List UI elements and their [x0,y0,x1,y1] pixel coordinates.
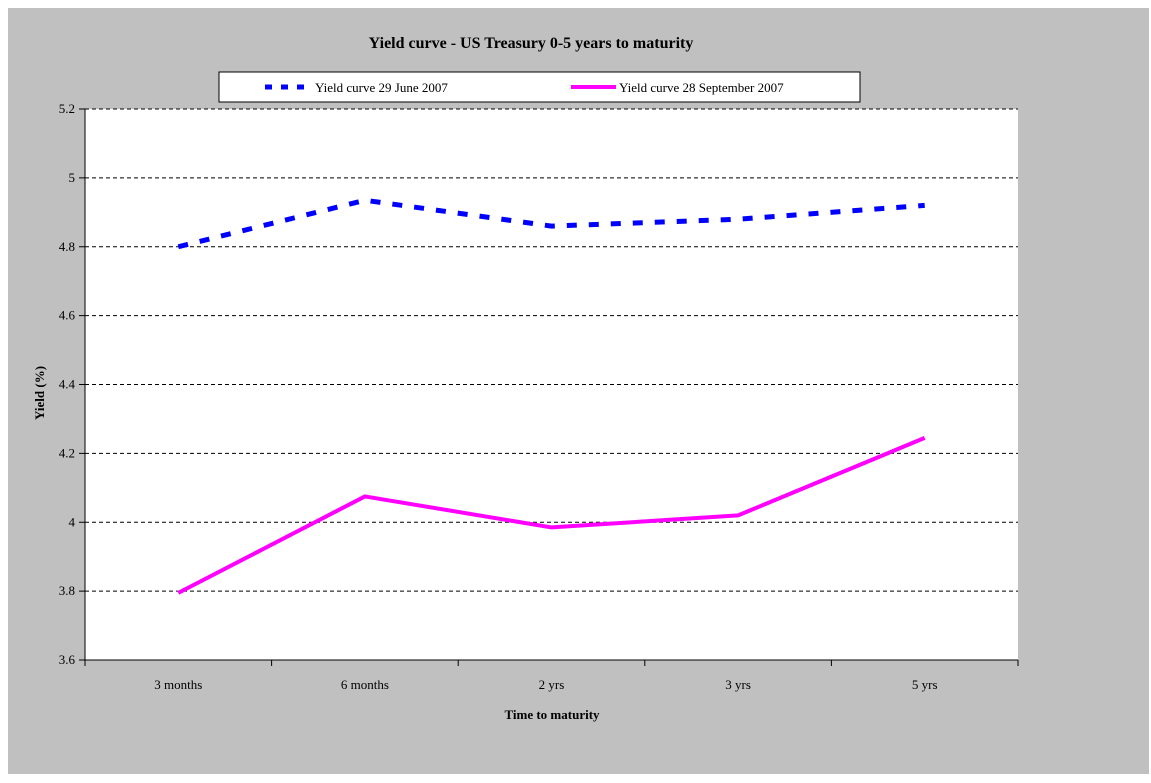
y-axis-title: Yield (%) [32,366,47,420]
legend-box [218,71,861,103]
x-tick-label: 2 yrs [539,677,565,692]
y-tick-label: 5.2 [59,101,75,116]
legend-label-september: Yield curve 28 September 2007 [619,80,784,95]
x-axis-title: Time to maturity [504,707,600,722]
data-point [178,592,179,593]
y-tick-label: 4.2 [59,445,75,460]
chart-area: Yield curve - US Treasury 0-5 years to m… [8,8,1149,774]
data-point [364,496,365,497]
legend: Yield curve 29 June 2007 Yield curve 28 … [218,71,861,103]
x-tick-label: 5 yrs [912,677,938,692]
data-point [738,515,739,516]
legend-label-june: Yield curve 29 June 2007 [315,80,448,95]
series-line-1 [177,436,926,595]
y-tick-label: 3.6 [59,652,76,667]
y-tick-label: 4 [69,514,76,529]
data-point [551,527,552,528]
y-tick-label: 4.4 [59,377,76,392]
x-tick-label: 3 months [154,677,202,692]
x-tick-label: 3 yrs [725,677,751,692]
x-axis-ticks: 3 months 6 months 2 yrs 3 yrs 5 yrs [84,660,1019,692]
data-point [738,219,739,220]
y-tick-label: 4.6 [59,308,76,323]
series-line-0 [177,197,925,250]
data-point [924,437,925,438]
data-point [924,205,925,206]
gridlines [85,108,1018,592]
y-axis-ticks: 3.6 3.8 4 4.2 4.4 4.6 4.8 5 5.2 [59,101,85,667]
chart-title: Yield curve - US Treasury 0-5 years to m… [369,35,694,52]
data-point [551,226,552,227]
x-tick-label: 6 months [341,677,389,692]
data-point [178,246,179,247]
series-lines [177,197,926,595]
data-point [364,200,365,201]
y-tick-label: 4.8 [59,239,75,254]
y-tick-label: 3.8 [59,583,75,598]
yield-curve-chart: Yield curve - US Treasury 0-5 years to m… [32,35,1019,722]
y-tick-label: 5 [69,170,76,185]
